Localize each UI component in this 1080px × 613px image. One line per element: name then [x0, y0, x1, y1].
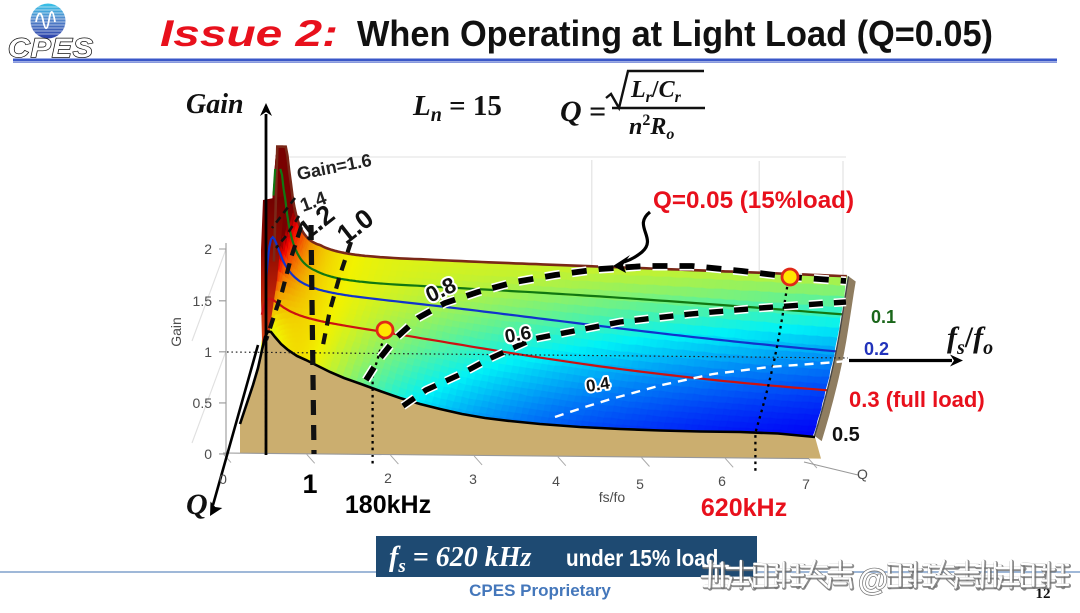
- svg-text:0.2: 0.2: [864, 339, 889, 359]
- svg-text:1: 1: [204, 344, 212, 360]
- svg-text:Gain: Gain: [168, 317, 184, 347]
- svg-text:6: 6: [718, 473, 726, 489]
- svg-text:0.4: 0.4: [585, 373, 612, 396]
- svg-text:under 15% load.: under 15% load.: [566, 545, 724, 571]
- svg-text:0.3 (full load): 0.3 (full load): [849, 387, 985, 412]
- svg-text:Q=0.05 (15%load): Q=0.05 (15%load): [653, 187, 854, 214]
- svg-text:fs = 620 kHz: fs = 620 kHz: [389, 542, 531, 577]
- svg-text:Gain: Gain: [186, 89, 244, 120]
- svg-text:CPES: CPES: [8, 33, 94, 63]
- svg-text:0.5: 0.5: [832, 424, 860, 446]
- svg-text:0: 0: [219, 471, 227, 487]
- svg-text:Q: Q: [857, 466, 868, 482]
- svg-text:Lr/Cr: Lr/Cr: [630, 77, 682, 106]
- svg-text:2: 2: [384, 470, 392, 486]
- svg-text:Ln = 15: Ln = 15: [412, 90, 502, 126]
- svg-text:4: 4: [552, 473, 560, 489]
- svg-text:Q: Q: [186, 488, 208, 521]
- svg-text:CPES Proprietary: CPES Proprietary: [469, 581, 611, 600]
- svg-text:1.5: 1.5: [193, 293, 213, 309]
- svg-text:5: 5: [636, 476, 644, 492]
- svg-text:@: @: [858, 562, 888, 597]
- svg-text:Q =: Q =: [560, 95, 606, 128]
- svg-text:0.1: 0.1: [871, 307, 896, 327]
- svg-text:7: 7: [802, 476, 810, 492]
- svg-text:620kHz: 620kHz: [701, 494, 787, 522]
- svg-text:180kHz: 180kHz: [345, 491, 431, 519]
- svg-text:3: 3: [469, 471, 477, 487]
- svg-text:0.5: 0.5: [193, 395, 213, 411]
- svg-text:Issue 2:: Issue 2:: [160, 13, 338, 54]
- svg-text:0: 0: [204, 446, 212, 462]
- svg-text:fs/fo: fs/fo: [599, 489, 626, 505]
- svg-text:1: 1: [302, 469, 317, 499]
- svg-text:When Operating at Light Load: When Operating at Light Load (Q=0.05): [357, 13, 993, 54]
- svg-text:2: 2: [204, 241, 212, 257]
